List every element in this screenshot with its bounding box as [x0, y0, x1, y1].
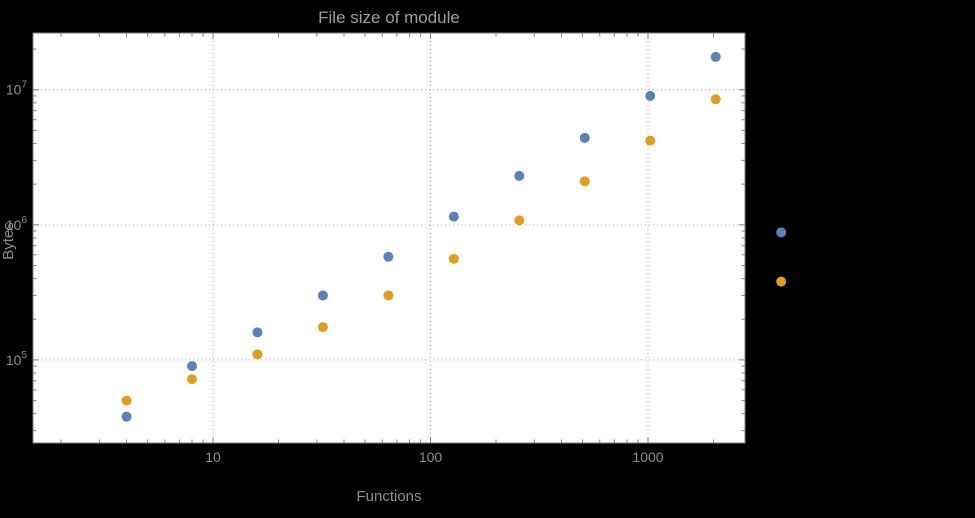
data-point-series-2	[186, 374, 197, 385]
data-point-series-1	[252, 327, 263, 338]
data-point-series-1	[710, 51, 721, 62]
data-point-series-2	[448, 253, 459, 264]
y-axis-label: Bytes	[0, 222, 17, 260]
data-points	[121, 51, 787, 422]
x-tick-labels: 10 100 1000	[205, 449, 664, 465]
data-point-series-2	[383, 290, 394, 301]
data-point-series-2	[121, 395, 132, 406]
gridlines	[33, 33, 745, 443]
data-point-series-1	[121, 411, 132, 422]
data-point-series-1	[514, 170, 525, 181]
data-point-series-1	[579, 132, 590, 143]
x-axis-label: Functions	[356, 488, 421, 505]
data-point-series-2	[579, 176, 590, 187]
y-tick-label: 107	[6, 80, 28, 98]
data-point-series-1	[645, 90, 656, 101]
data-point-series-2	[776, 276, 787, 287]
y-tick-label: 106	[6, 215, 28, 233]
data-point-series-1	[448, 211, 459, 222]
x-tick-label: 100	[419, 449, 443, 465]
x-tick-label: 1000	[632, 449, 663, 465]
chart-title: File size of module	[318, 8, 460, 27]
y-tick-labels: 105 106 107	[6, 80, 28, 368]
plot-area-background	[33, 33, 745, 443]
x-tick-label: 10	[205, 449, 221, 465]
data-point-series-1	[317, 290, 328, 301]
data-point-series-2	[252, 349, 263, 360]
data-point-series-1	[383, 251, 394, 262]
data-point-series-2	[514, 215, 525, 226]
data-point-series-2	[710, 94, 721, 105]
axis-ticks	[33, 33, 745, 443]
data-point-series-2	[317, 322, 328, 333]
y-tick-label: 105	[6, 350, 28, 368]
data-point-series-2	[645, 135, 656, 146]
data-point-series-1	[776, 227, 787, 238]
data-point-series-1	[186, 361, 197, 372]
